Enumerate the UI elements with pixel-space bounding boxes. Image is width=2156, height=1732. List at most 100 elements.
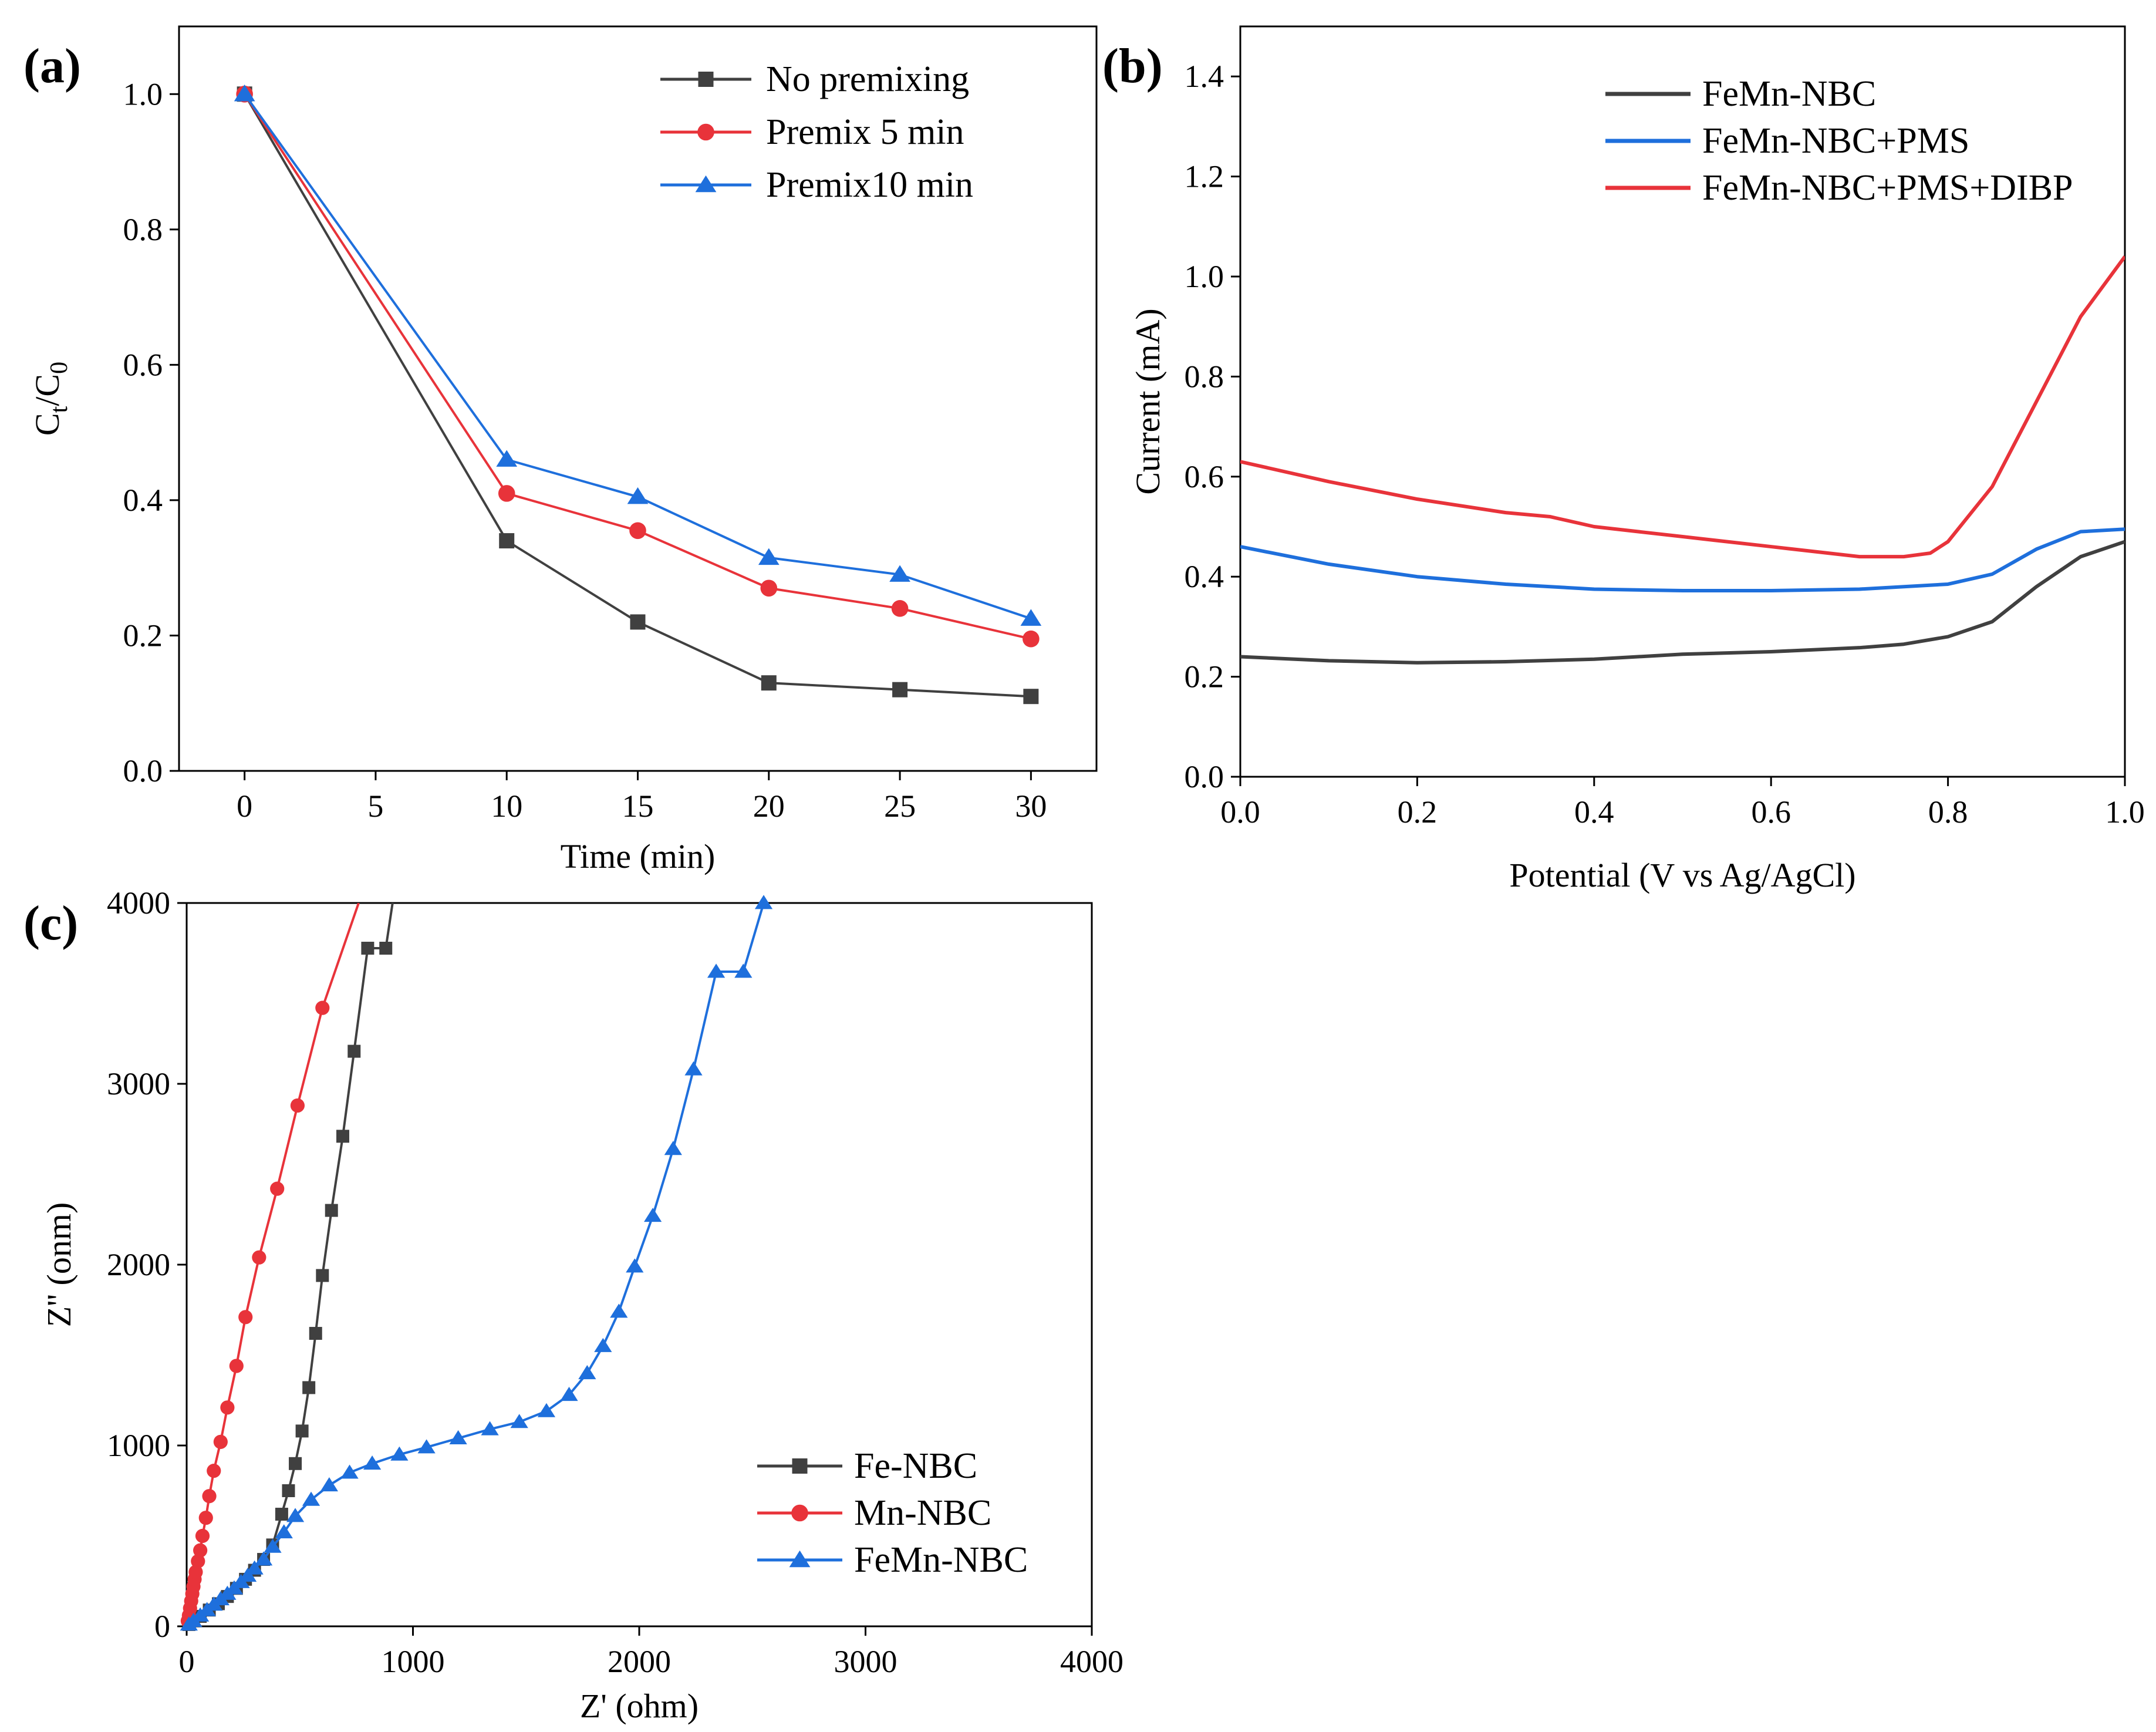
series-line — [188, 903, 765, 1626]
y-axis-title: Current (mA) — [1129, 308, 1167, 494]
x-tick-label: 1.0 — [2105, 794, 2145, 830]
data-point — [340, 1464, 359, 1479]
data-point — [252, 1250, 266, 1265]
data-point — [707, 963, 726, 978]
data-point — [1023, 689, 1039, 705]
data-point — [275, 1524, 293, 1539]
x-tick-label: 10 — [491, 789, 522, 824]
y-tick-label: 1.0 — [1185, 259, 1224, 294]
legend-label: FeMn-NBC+PMS+DIBP — [1702, 168, 2073, 208]
data-point — [760, 579, 778, 597]
series-line — [243, 93, 1031, 698]
panel-label: (b) — [1102, 39, 1163, 93]
series-1 — [1240, 527, 2125, 593]
y-tick-label: 1.2 — [1185, 159, 1224, 194]
legend-item: Premix10 min — [660, 165, 973, 205]
legend-marker — [695, 175, 717, 193]
legend: No premixing Premix 5 min Premix10 min — [660, 59, 973, 205]
data-point — [245, 1560, 264, 1575]
data-point — [449, 1430, 467, 1444]
series-line — [243, 93, 1031, 641]
data-point — [379, 942, 393, 955]
data-point — [289, 1457, 302, 1470]
data-point — [417, 1439, 436, 1454]
x-tick-label: 0.4 — [1574, 794, 1614, 830]
panel-label: (c) — [23, 896, 78, 951]
x-tick-label: 2000 — [608, 1644, 671, 1679]
data-point — [207, 1464, 221, 1478]
legend-label: No premixing — [766, 59, 969, 99]
series-2 — [234, 85, 1042, 626]
legend-label: FeMn-NBC+PMS — [1702, 121, 1969, 161]
y-tick-label: 4000 — [107, 885, 170, 921]
data-point — [891, 600, 909, 617]
data-point — [302, 1381, 316, 1394]
data-point — [363, 1455, 382, 1470]
x-tick-label: 25 — [884, 789, 916, 824]
x-tick-label: 1000 — [382, 1644, 445, 1679]
data-point — [195, 1528, 210, 1544]
y-tick-label: 0.2 — [123, 618, 163, 653]
y-tick-label: 0.0 — [123, 753, 163, 789]
y-tick-label: 0.8 — [123, 212, 163, 247]
data-point — [336, 1130, 349, 1143]
data-point — [361, 942, 374, 955]
x-tick-label: 15 — [622, 789, 654, 824]
data-point — [302, 1491, 320, 1506]
series-line — [1240, 255, 2125, 559]
x-axis-title: Z' (ohm) — [580, 1687, 699, 1725]
data-point — [191, 1554, 205, 1569]
y-tick-label: 0.6 — [123, 347, 163, 382]
data-point — [290, 1098, 305, 1113]
legend-label: Premix 5 min — [766, 112, 964, 152]
y-tick-label: 0.0 — [1185, 759, 1224, 794]
data-point — [282, 1484, 295, 1497]
data-point — [889, 565, 910, 582]
data-point — [630, 614, 646, 630]
y-axis-title-part: C — [28, 413, 66, 436]
y-tick-label: 1.4 — [1185, 59, 1224, 94]
legend-marker — [789, 1550, 811, 1568]
panel-label: (a) — [23, 39, 81, 93]
data-point — [286, 1508, 305, 1522]
series-2 — [180, 895, 773, 1631]
y-axis-title-part: t — [46, 406, 73, 413]
panel-a-chart: 0 5 10 15 20 25 30 0.0 0.2 0.4 0.6 0.8 1.0 (a) Time (m… — [23, 25, 1098, 875]
data-point — [390, 1446, 409, 1461]
data-point — [644, 1208, 662, 1222]
y-axis-title: Z'' (onm) — [40, 1202, 78, 1327]
legend-item: No premixing — [660, 59, 969, 99]
data-point — [264, 1538, 282, 1553]
legend-label: Premix10 min — [766, 165, 973, 205]
data-point — [1023, 630, 1040, 648]
x-tick-label: 0.8 — [1928, 794, 1968, 830]
data-point — [320, 1477, 338, 1492]
data-point — [499, 533, 515, 549]
y-tick-label: 0.4 — [123, 483, 163, 518]
x-tick-label: 5 — [367, 789, 383, 824]
panel-c-chart: 0 1000 2000 3000 4000 0 1000 2000 3000 4000 (c) Z' … — [23, 885, 1123, 1725]
y-axis-title-part: /C — [28, 374, 66, 406]
y-tick-label: 0.4 — [1185, 559, 1224, 594]
data-point — [627, 487, 649, 504]
series-line — [187, 903, 360, 1622]
series-line — [1240, 527, 2125, 593]
data-point — [309, 1327, 322, 1340]
data-point — [202, 1489, 217, 1504]
y-tick-label: 1.0 — [123, 76, 163, 112]
legend-label: FeMn-NBC — [1702, 74, 1876, 114]
x-tick-label: 30 — [1015, 789, 1047, 824]
data-point — [734, 963, 753, 978]
legend-item: FeMn-NBC+PMS — [1605, 121, 1969, 161]
data-point — [496, 450, 518, 467]
legend-marker — [791, 1504, 808, 1522]
data-point — [238, 1568, 257, 1582]
x-tick-label: 0.2 — [1398, 794, 1438, 830]
y-tick-label: 2000 — [107, 1247, 170, 1282]
legend-item: Premix 5 min — [660, 112, 964, 152]
series-line — [1240, 540, 2125, 665]
x-tick-label: 0 — [237, 789, 252, 824]
x-axis-title: Time (min) — [561, 837, 716, 875]
data-point — [594, 1337, 612, 1352]
